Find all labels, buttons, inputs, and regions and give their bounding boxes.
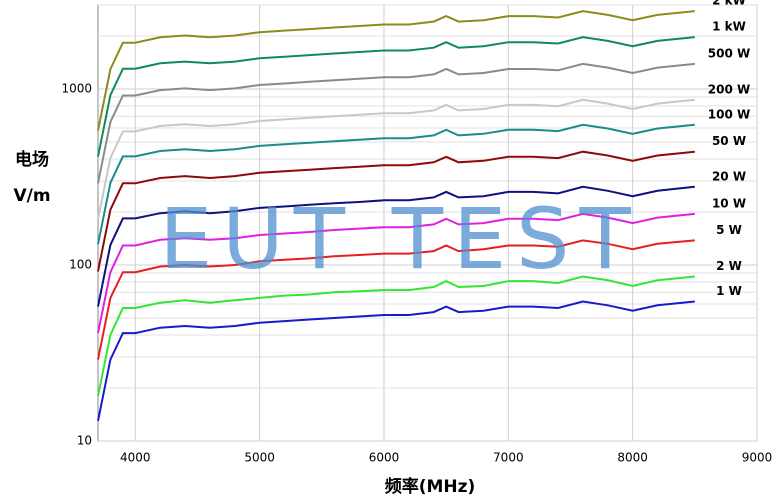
series-line — [97, 123, 695, 245]
series-label: 5 W — [716, 223, 742, 237]
series-label: 200 W — [708, 82, 750, 96]
lines — [97, 10, 695, 422]
series-label: 20 W — [712, 169, 746, 183]
plot-area — [97, 4, 758, 442]
series-label: 100 W — [708, 107, 750, 121]
series-label: 2 W — [716, 259, 742, 273]
series-label: 1 kW — [712, 20, 746, 34]
series-line — [97, 62, 695, 184]
series-label: 10 W — [712, 196, 746, 210]
y-axis-label: V/m — [13, 186, 50, 206]
x-tick-label: 5000 — [244, 451, 275, 465]
y-tick-label: 100 — [69, 257, 92, 271]
x-tick-label: 8000 — [617, 451, 648, 465]
series-line — [97, 212, 695, 334]
series-line — [97, 239, 695, 360]
series-line — [97, 98, 695, 220]
y-axis-label: 电场 — [15, 149, 49, 170]
series-line — [97, 10, 695, 131]
x-tick-label: 4000 — [120, 451, 151, 465]
x-tick-label: 6000 — [369, 451, 400, 465]
x-axis-label: 频率(MHz) — [385, 476, 476, 497]
x-tick-label: 9000 — [742, 451, 773, 465]
x-tick-label: 7000 — [493, 451, 524, 465]
y-tick-label: 1000 — [61, 81, 92, 95]
watermark: EUT TEST — [159, 190, 641, 288]
series-label: 50 W — [712, 134, 746, 148]
series-label: 2 kW — [712, 0, 746, 8]
series-line — [97, 300, 695, 422]
series-line — [97, 185, 695, 307]
series-label: 500 W — [708, 46, 750, 60]
series-label: 1 W — [716, 284, 742, 298]
series-line — [97, 150, 695, 272]
y-tick-label: 10 — [77, 434, 92, 448]
series-line — [97, 275, 695, 397]
series-line — [97, 36, 695, 157]
